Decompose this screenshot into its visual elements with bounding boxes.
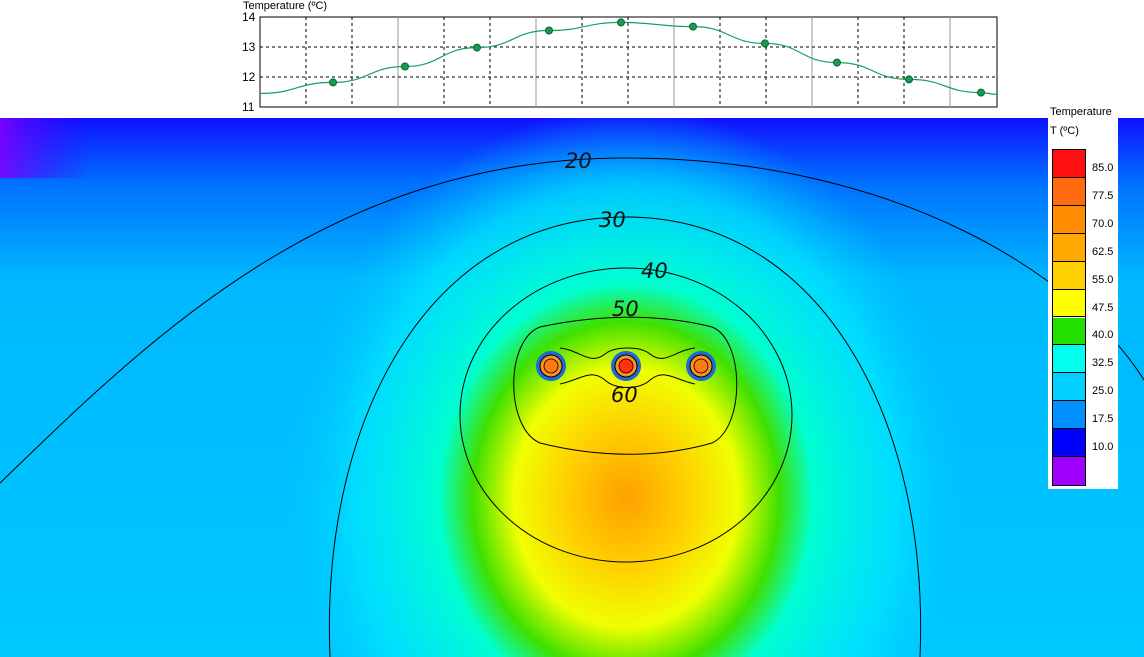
temperature-field[interactable]: 20 30 40 50 60 — [0, 118, 1144, 657]
legend-color-band — [1053, 289, 1085, 318]
y-tick-label: 11 — [242, 100, 255, 114]
legend-color-band — [1053, 261, 1085, 290]
contour-label-30: 30 — [599, 208, 626, 232]
legend-tick-label: 77.5 — [1092, 189, 1114, 202]
data-point — [617, 18, 625, 27]
legend-color-band — [1053, 205, 1085, 234]
data-point — [977, 88, 985, 97]
legend-color-band — [1053, 457, 1085, 485]
legend-color-band — [1053, 317, 1085, 346]
cable-conductor — [543, 358, 559, 374]
cable-conductor — [693, 358, 709, 374]
legend-color-band — [1053, 373, 1085, 402]
legend-tick-label: 32.5 — [1092, 357, 1114, 370]
legend-tick-label: 10.0 — [1092, 441, 1114, 454]
data-point — [329, 78, 337, 87]
legend-title: Temperature — [1050, 106, 1112, 118]
y-tick-label: 12 — [242, 70, 256, 84]
contour-label-50: 50 — [612, 297, 639, 321]
contour-30 — [328, 216, 922, 657]
legend-tick-label: 85.0 — [1092, 161, 1114, 174]
legend-color-band — [1053, 233, 1085, 262]
data-point — [545, 26, 553, 35]
contour-label-40: 40 — [641, 259, 668, 283]
legend-color-band — [1053, 345, 1085, 374]
legend-tick-label: 25.0 — [1092, 385, 1114, 398]
color-scale-bar — [1052, 149, 1086, 486]
data-point — [761, 39, 769, 48]
legend-unit: T (ºC) — [1050, 125, 1079, 137]
chart-title: Temperature (ºC) — [243, 0, 327, 12]
data-point — [401, 62, 409, 71]
legend-tick-label: 47.5 — [1092, 301, 1114, 314]
temperature-legend: Temperature T (ºC) 85.0 77.5 70.0 62.5 55.0 4… — [1048, 104, 1118, 489]
y-tick-label: 13 — [242, 40, 256, 54]
legend-color-band — [1053, 177, 1085, 206]
y-tick-label: 14 — [242, 10, 256, 24]
legend-color-band — [1053, 401, 1085, 430]
data-point — [689, 22, 697, 31]
legend-tick-label: 62.5 — [1092, 245, 1114, 258]
contour-40 — [459, 267, 793, 563]
legend-tick-label: 55.0 — [1092, 273, 1114, 286]
contour-label-60: 60 — [611, 383, 638, 407]
temperature-profile-chart: Temperature (ºC) 14 13 12 11 — [242, 0, 998, 114]
contour-20 — [0, 157, 1144, 484]
legend-color-band — [1053, 150, 1085, 178]
cable-conductor — [618, 358, 634, 374]
legend-tick-label: 40.0 — [1092, 329, 1114, 342]
legend-color-band — [1053, 429, 1085, 458]
contour-60 — [559, 347, 696, 388]
contour-label-20: 20 — [565, 149, 592, 173]
legend-tick-label: 70.0 — [1092, 217, 1114, 230]
legend-tick-label: 17.5 — [1092, 413, 1114, 426]
data-point — [833, 58, 841, 67]
data-point — [473, 43, 481, 52]
contour-50 — [513, 316, 738, 455]
data-point — [905, 75, 913, 84]
